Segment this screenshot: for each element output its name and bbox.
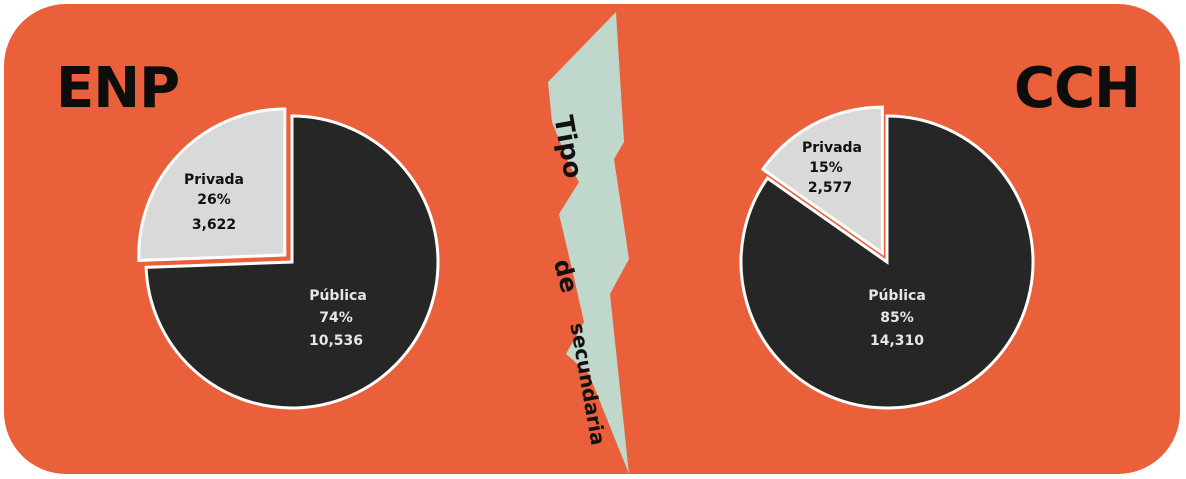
- enp-pie-chart: Privada 26% 3,622 Pública 74% 10,536: [137, 107, 440, 410]
- cch-privada-label: Privada: [802, 140, 862, 156]
- cch-slice-privada: [760, 105, 884, 257]
- enp-title: ENP: [56, 56, 180, 121]
- cch-publica-label: Pública: [868, 288, 926, 304]
- enp-privada-percent: 26%: [197, 192, 231, 208]
- enp-publica-percent: 74%: [319, 310, 353, 326]
- cch-title: CCH: [1013, 56, 1141, 121]
- enp-slice-pblica: [144, 114, 440, 410]
- enp-privada-value: 3,622: [192, 217, 236, 233]
- enp-publica-label: Pública: [309, 288, 367, 304]
- cch-publica-value: 14,310: [870, 333, 924, 349]
- cch-privada-value: 2,577: [808, 180, 852, 196]
- cch-slice-pblica: [739, 114, 1035, 410]
- cch-privada-percent: 15%: [809, 160, 843, 176]
- enp-slice-privada: [137, 107, 287, 262]
- cch-publica-percent: 85%: [880, 310, 914, 326]
- cch-pie-chart: Privada 15% 2,577 Pública 85% 14,310: [739, 105, 1035, 410]
- infographic-panel: ENP CCH Privada 26% 3,622 Pública 74% 10…: [4, 4, 1180, 474]
- lightning-separator: [548, 12, 629, 474]
- enp-publica-value: 10,536: [309, 333, 363, 349]
- enp-privada-label: Privada: [184, 172, 244, 188]
